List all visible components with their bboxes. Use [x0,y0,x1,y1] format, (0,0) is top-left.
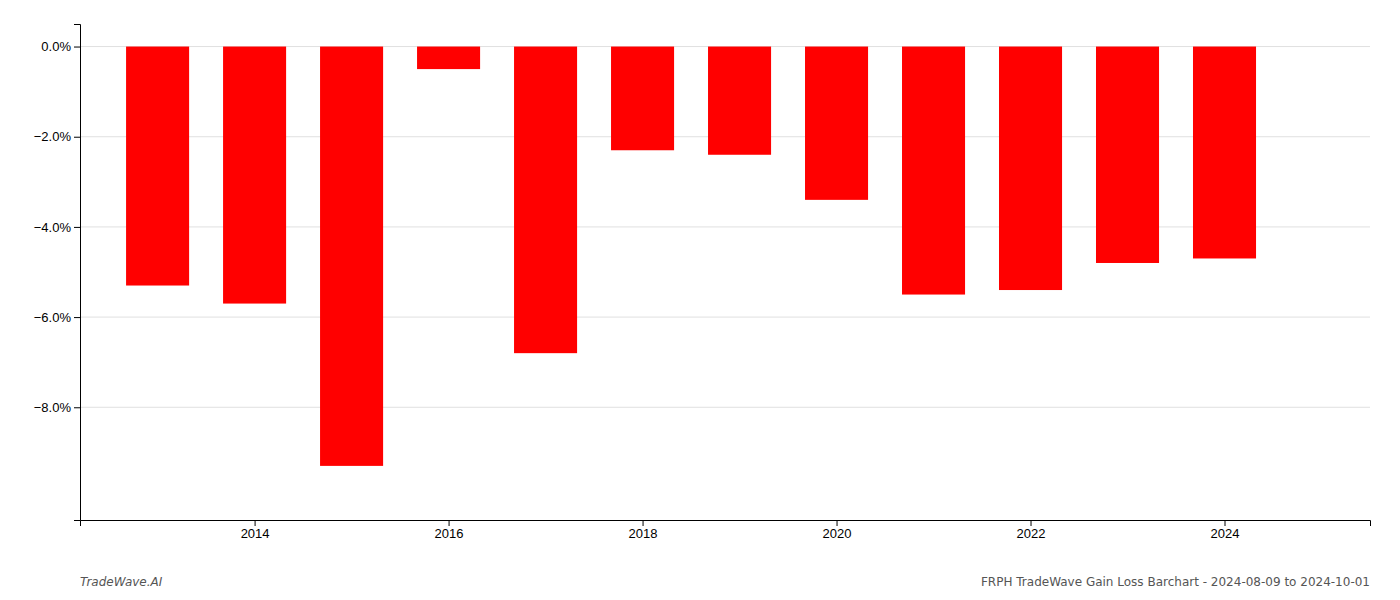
y-tick: −6.0% [34,310,80,325]
x-tick-label: 2018 [629,526,658,541]
footer-right: FRPH TradeWave Gain Loss Barchart - 2024… [981,575,1370,589]
x-tick: 2022 [1017,520,1046,541]
bar [805,47,868,200]
y-tick-mark [74,47,80,48]
y-tick: −4.0% [34,220,80,235]
bar [1096,47,1159,263]
x-tick-mark [1225,520,1226,526]
bar [417,47,480,70]
grid [80,47,1370,408]
y-tick: −2.0% [34,129,80,144]
x-tick-label: 2014 [241,526,270,541]
y-tick-label: −8.0% [34,400,72,415]
x-tick-mark [643,520,644,526]
y-tick: 0.0% [41,39,80,54]
bar [999,47,1062,290]
y-tick: −8.0% [34,400,80,415]
x-tick-label: 2024 [1211,526,1240,541]
chart: 0.0% −2.0% −4.0% −6.0% −8.0% 2014 2016 2018 2020… [0,0,1400,600]
plot-area: 0.0% −2.0% −4.0% −6.0% −8.0% 2014 2016 2018 2020… [34,25,1371,542]
grid-line [80,407,1370,408]
x-tick-mark [1031,520,1032,526]
y-tick-mark [74,137,80,138]
y-tick-label: −6.0% [34,310,72,325]
bar [902,47,965,295]
y-tick-mark [74,317,80,318]
bar [514,47,577,354]
x-tick-label: 2022 [1017,526,1046,541]
x-tick-label: 2020 [823,526,852,541]
x-tick: 2018 [629,520,658,541]
y-axis: 0.0% −2.0% −4.0% −6.0% −8.0% [34,25,81,521]
y-tick-mark [74,227,80,228]
x-tick: 2020 [823,520,852,541]
y-tick-label: −2.0% [34,129,72,144]
bar [320,47,383,466]
x-tick-mark [255,520,256,526]
x-tick-mark [449,520,450,526]
grid-line [80,317,1370,318]
x-tick-mark [837,520,838,526]
x-tick: 2024 [1211,520,1240,541]
bar [708,47,771,155]
y-tick-label: 0.0% [41,39,71,54]
y-tick-label: −4.0% [34,220,72,235]
x-tick: 2014 [241,520,270,541]
x-axis: 2014 2016 2018 2020 2022 2024 [81,520,1371,541]
x-axis-line [81,521,1371,527]
footer-left: TradeWave.AI [80,575,163,589]
bar [223,47,286,304]
bar [1193,47,1256,259]
x-tick: 2016 [435,520,464,541]
x-tick-label: 2016 [435,526,464,541]
bars [126,47,1256,466]
bar [611,47,674,151]
bar [126,47,189,286]
y-axis-line [74,25,81,521]
y-tick-mark [74,407,80,408]
